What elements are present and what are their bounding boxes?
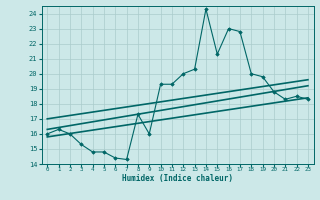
X-axis label: Humidex (Indice chaleur): Humidex (Indice chaleur): [122, 174, 233, 183]
